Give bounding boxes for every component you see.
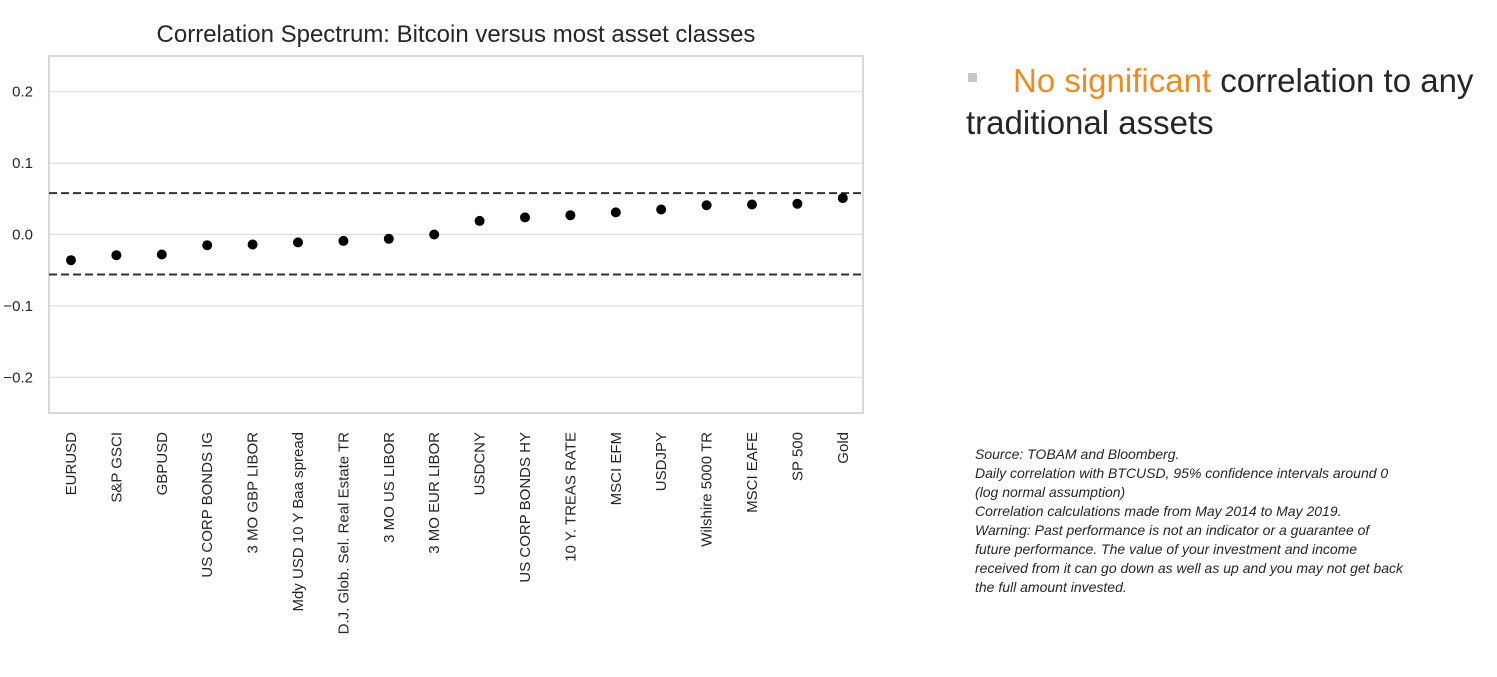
- data-point: [474, 215, 485, 226]
- confidence-band-lines: [49, 192, 863, 276]
- data-point: [747, 199, 757, 210]
- chart-title: Correlation Spectrum: Bitcoin versus mos…: [157, 21, 756, 48]
- x-tick-label: EURUSD: [63, 432, 80, 496]
- source-note-line: Warning: Past performance is not an indi…: [975, 522, 1370, 538]
- y-tick-label: 0.2: [12, 84, 33, 101]
- data-point: [610, 207, 621, 218]
- plot-frame: [48, 55, 864, 414]
- grid-layer: [49, 91, 863, 378]
- y-tick-label: 0.0: [12, 227, 33, 244]
- data-point: [156, 249, 167, 260]
- data-point: [247, 239, 258, 250]
- data-points: [66, 193, 848, 266]
- data-point: [656, 204, 667, 215]
- source-note-line: Correlation calculations made from May 2…: [975, 503, 1342, 519]
- x-tick-label: GBPUSD: [154, 432, 171, 496]
- source-note-line: (log normal assumption): [975, 484, 1126, 500]
- x-axis-tick-labels: EURUSD S&P GSCI GBPUSD US CORP BONDS IG 3 MO…: [63, 432, 852, 634]
- y-tick-label: 0.1: [12, 155, 33, 172]
- x-tick-label: 3 MO GBP LIBOR: [245, 432, 262, 554]
- x-tick-label: D.J. Glob. Sel. Real Estate TR: [335, 432, 352, 634]
- data-point: [66, 255, 76, 266]
- source-note-line: future performance. The value of your in…: [975, 541, 1358, 557]
- x-tick-label: 10 Y. TREAS RATE: [562, 432, 579, 562]
- correlation-chart: Correlation Spectrum: Bitcoin versus mos…: [3, 21, 864, 634]
- bullet-square-icon: [968, 72, 977, 82]
- data-point: [338, 235, 349, 246]
- key-takeaway-bullet: No significant correlation to any tradit…: [966, 60, 1486, 144]
- x-tick-label: MSCI EFM: [608, 432, 625, 505]
- x-tick-label: US CORP BONDS IG: [199, 432, 216, 578]
- data-point: [792, 198, 803, 209]
- y-tick-label: −0.2: [3, 369, 33, 386]
- source-note-line: Source: TOBAM and Bloomberg.: [975, 446, 1180, 462]
- x-tick-label: S&P GSCI: [108, 432, 125, 503]
- data-point: [520, 212, 530, 223]
- source-note-line: received from it can go down as well as …: [975, 560, 1404, 576]
- x-tick-label: 3 MO US LIBOR: [381, 432, 398, 543]
- x-tick-label: Wilshire 5000 TR: [699, 432, 716, 547]
- data-point: [202, 240, 213, 251]
- data-point: [701, 200, 712, 211]
- y-axis-tick-labels: 0.2 0.1 0.0 −0.1 −0.2: [3, 84, 33, 387]
- source-note-line: the full amount invested.: [975, 579, 1127, 595]
- x-tick-label: SP 500: [789, 432, 806, 481]
- x-tick-label: USDCNY: [472, 432, 489, 495]
- source-note: Source: TOBAM and Bloomberg. Daily corre…: [975, 445, 1485, 597]
- x-tick-label: USDJPY: [653, 432, 670, 491]
- x-tick-label: 3 MO EUR LIBOR: [426, 432, 443, 554]
- data-point: [837, 193, 848, 204]
- data-point: [383, 233, 394, 244]
- data-point: [293, 237, 303, 248]
- source-note-line: Daily correlation with BTCUSD, 95% confi…: [975, 465, 1389, 481]
- x-tick-label: US CORP BONDS HY: [517, 432, 534, 583]
- x-tick-label: Gold: [835, 432, 852, 464]
- data-point: [429, 229, 440, 240]
- y-tick-label: −0.1: [3, 298, 33, 315]
- bullet-highlight-text: No significant: [1013, 62, 1212, 99]
- x-tick-label: Mdy USD 10 Y Baa spread: [290, 432, 307, 612]
- bullet-body-text: correlation to any traditional assets: [966, 62, 1474, 141]
- data-point: [565, 210, 576, 221]
- x-tick-label: MSCI EAFE: [744, 432, 761, 513]
- data-point: [111, 250, 122, 261]
